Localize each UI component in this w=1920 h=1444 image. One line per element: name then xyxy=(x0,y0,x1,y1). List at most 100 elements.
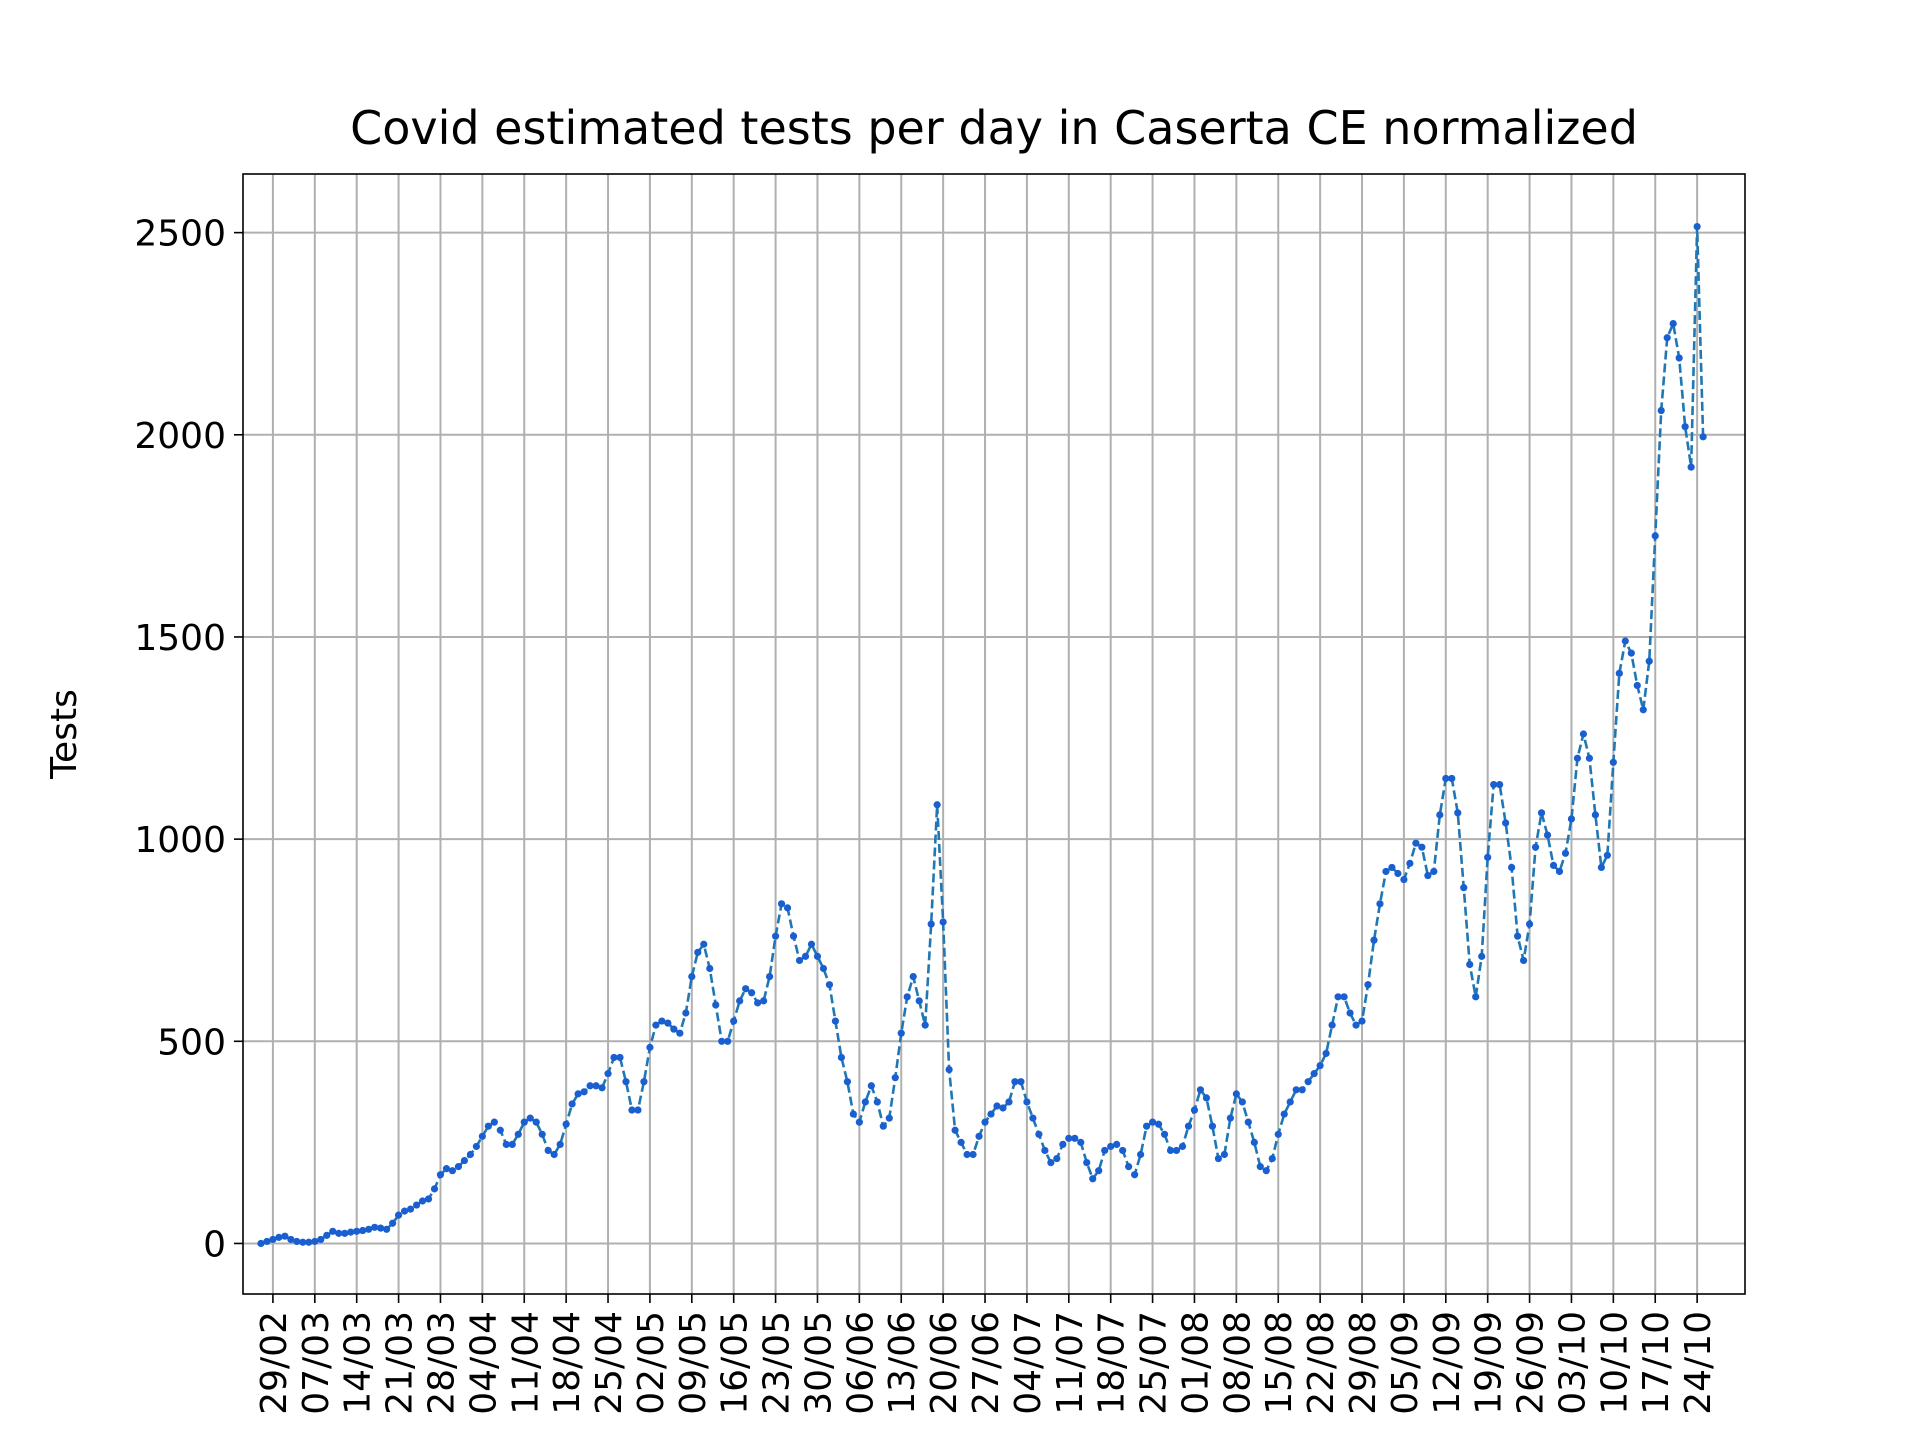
x-tick-label: 25/04 xyxy=(589,1311,630,1415)
data-point xyxy=(365,1225,373,1233)
data-point xyxy=(1041,1146,1049,1155)
x-tick-label: 27/06 xyxy=(966,1311,1007,1415)
data-point xyxy=(538,1130,546,1138)
data-point xyxy=(1591,811,1599,819)
x-tick-label: 04/04 xyxy=(463,1311,504,1415)
data-point xyxy=(1663,334,1671,342)
data-point xyxy=(766,973,774,981)
data-point xyxy=(945,1066,953,1074)
data-point xyxy=(1077,1138,1085,1146)
data-point xyxy=(1549,861,1558,870)
data-point xyxy=(1681,423,1689,431)
data-point xyxy=(712,1001,720,1009)
data-point xyxy=(951,1126,959,1134)
series-layer xyxy=(257,222,1707,1248)
data-point xyxy=(1101,1146,1109,1155)
data-point xyxy=(694,948,702,956)
data-point xyxy=(383,1225,391,1233)
data-point xyxy=(891,1074,899,1082)
data-point xyxy=(1286,1098,1294,1106)
data-point xyxy=(586,1082,594,1090)
data-point xyxy=(963,1150,971,1159)
data-point xyxy=(1113,1140,1121,1148)
data-point xyxy=(580,1088,588,1096)
data-point xyxy=(574,1090,582,1098)
data-point xyxy=(1400,875,1408,884)
data-point xyxy=(1089,1175,1097,1183)
x-tick-label: 30/05 xyxy=(798,1311,839,1415)
data-point xyxy=(490,1118,498,1126)
data-point xyxy=(1083,1158,1091,1167)
data-point xyxy=(514,1130,522,1138)
data-point xyxy=(347,1228,355,1236)
data-point xyxy=(508,1140,516,1148)
x-tick-label: 15/08 xyxy=(1259,1311,1300,1415)
data-point xyxy=(724,1037,732,1045)
data-point xyxy=(424,1195,433,1203)
data-point xyxy=(430,1185,439,1193)
data-point xyxy=(1256,1163,1264,1171)
data-point xyxy=(1693,222,1701,231)
data-point xyxy=(742,985,750,993)
data-point xyxy=(1358,1017,1366,1025)
data-point xyxy=(1418,843,1426,851)
data-point xyxy=(664,1019,672,1027)
y-tick-label: 2000 xyxy=(134,416,226,457)
data-point xyxy=(1543,831,1552,839)
data-point xyxy=(1651,532,1659,540)
x-tick-label: 10/10 xyxy=(1594,1311,1635,1415)
data-point xyxy=(1107,1142,1115,1151)
data-point xyxy=(478,1132,486,1140)
x-tick-label: 13/06 xyxy=(882,1311,923,1415)
data-point xyxy=(849,1110,857,1118)
data-point xyxy=(532,1118,540,1126)
x-tick-label: 24/10 xyxy=(1678,1311,1719,1415)
data-point xyxy=(628,1106,636,1114)
data-point xyxy=(592,1082,600,1090)
data-point xyxy=(843,1078,851,1086)
data-point xyxy=(1519,956,1528,965)
data-point xyxy=(1585,754,1594,762)
y-axis: 0 500 1000 1500 2000 2500 xyxy=(134,214,243,1265)
data-point xyxy=(688,973,696,981)
data-point xyxy=(1340,993,1348,1001)
data-point xyxy=(389,1219,397,1227)
data-point xyxy=(281,1232,289,1240)
data-point xyxy=(293,1237,301,1246)
x-tick-label: 12/09 xyxy=(1427,1311,1468,1415)
data-point xyxy=(825,981,834,989)
data-point xyxy=(993,1102,1001,1110)
data-point xyxy=(544,1146,552,1155)
data-point xyxy=(520,1118,528,1126)
data-point xyxy=(1005,1098,1013,1106)
data-point xyxy=(335,1229,343,1237)
data-point xyxy=(394,1211,403,1219)
data-point xyxy=(957,1138,965,1146)
x-tick-label: 18/04 xyxy=(547,1311,588,1415)
data-point xyxy=(1454,809,1462,817)
data-point xyxy=(1131,1171,1139,1179)
data-point xyxy=(406,1205,415,1213)
data-point xyxy=(1334,993,1342,1001)
data-point xyxy=(1508,863,1516,872)
data-point xyxy=(454,1163,463,1171)
x-tick-label: 03/10 xyxy=(1552,1311,1593,1415)
data-point xyxy=(1478,952,1486,960)
data-point xyxy=(1448,774,1456,783)
data-point xyxy=(1154,1120,1163,1128)
plot-area-frame xyxy=(242,173,1746,1295)
data-point xyxy=(562,1120,570,1128)
y-tick-label: 500 xyxy=(157,1022,226,1063)
data-point xyxy=(1190,1106,1199,1114)
data-point xyxy=(789,932,798,940)
data-point xyxy=(682,1009,690,1017)
x-tick-label: 17/10 xyxy=(1636,1311,1677,1415)
data-point xyxy=(604,1070,612,1078)
data-point xyxy=(1178,1142,1187,1151)
data-point xyxy=(1196,1086,1205,1094)
data-point xyxy=(801,952,810,960)
data-point xyxy=(1424,871,1432,880)
data-point xyxy=(1011,1078,1019,1086)
data-point xyxy=(1394,869,1402,878)
